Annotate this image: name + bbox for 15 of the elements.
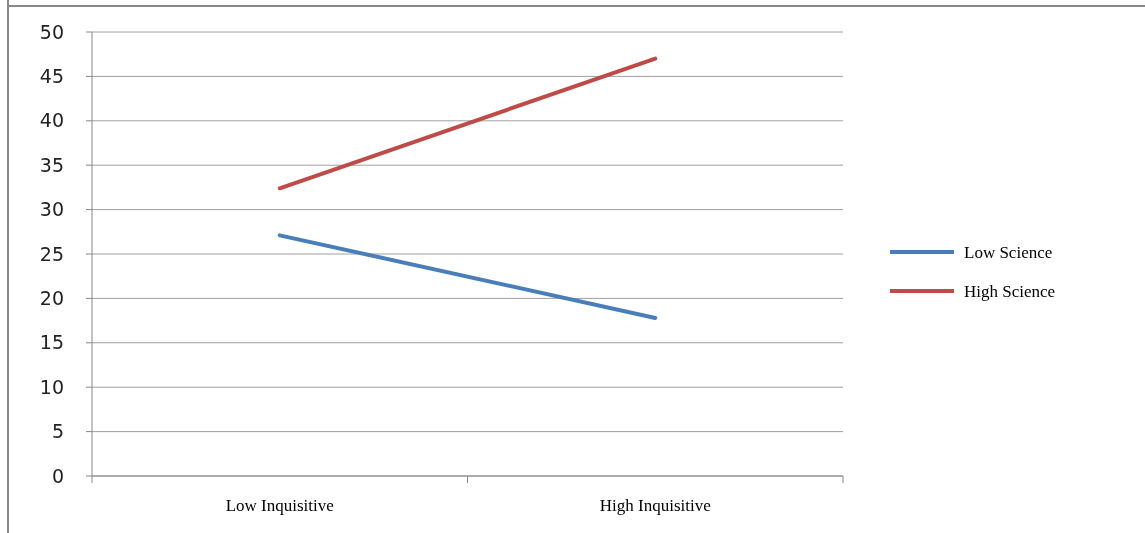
y-tick-label: 45	[39, 65, 64, 88]
y-tick-label: 25	[39, 242, 64, 265]
x-tick-label: High Inquisitive	[599, 496, 711, 515]
y-tick-label: 30	[39, 198, 64, 221]
y-tick-label: 5	[51, 420, 64, 443]
y-tick-label: 35	[39, 153, 64, 176]
legend-label: High Science	[964, 281, 1056, 301]
y-tick-label: 10	[39, 375, 64, 398]
y-tick-label: 15	[39, 331, 64, 354]
y-tick-label: 40	[39, 109, 64, 132]
legend-label: Low Science	[964, 242, 1053, 262]
y-tick-label: 50	[39, 20, 64, 43]
y-tick-label: 0	[51, 464, 64, 487]
y-tick-label: 20	[39, 287, 64, 310]
x-tick-label: Low Inquisitive	[225, 496, 334, 515]
